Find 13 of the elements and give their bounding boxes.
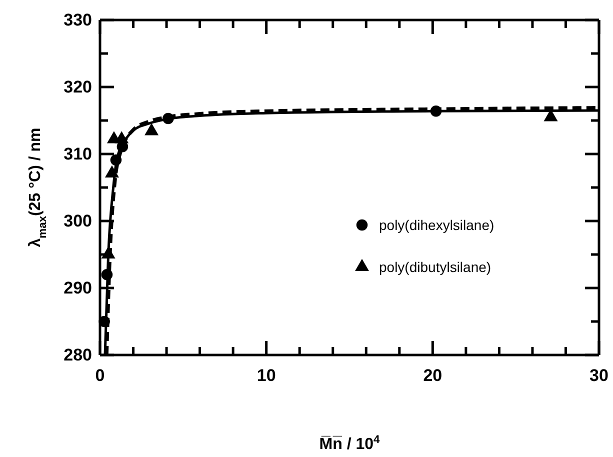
y-tick-label: 330 (64, 10, 92, 30)
x-tick-label: 0 (95, 366, 105, 386)
y-tick-label: 280 (64, 345, 92, 364)
x-axis-title: M̅n̅ / 10$^{4}$ (319, 434, 380, 453)
x-tick-label: 10 (256, 366, 276, 386)
legend-label: poly(dihexylsilane) (379, 216, 494, 233)
y-tick-label: 290 (64, 278, 92, 298)
legend-label: poly(dibutylsilane) (379, 258, 492, 275)
x-tick-label: 20 (423, 366, 442, 386)
y-tick-label: 300 (64, 211, 92, 230)
y-tick-label: 320 (64, 77, 92, 96)
x-tick-label: 30 (590, 366, 608, 386)
y-tick-label: 310 (64, 144, 92, 164)
